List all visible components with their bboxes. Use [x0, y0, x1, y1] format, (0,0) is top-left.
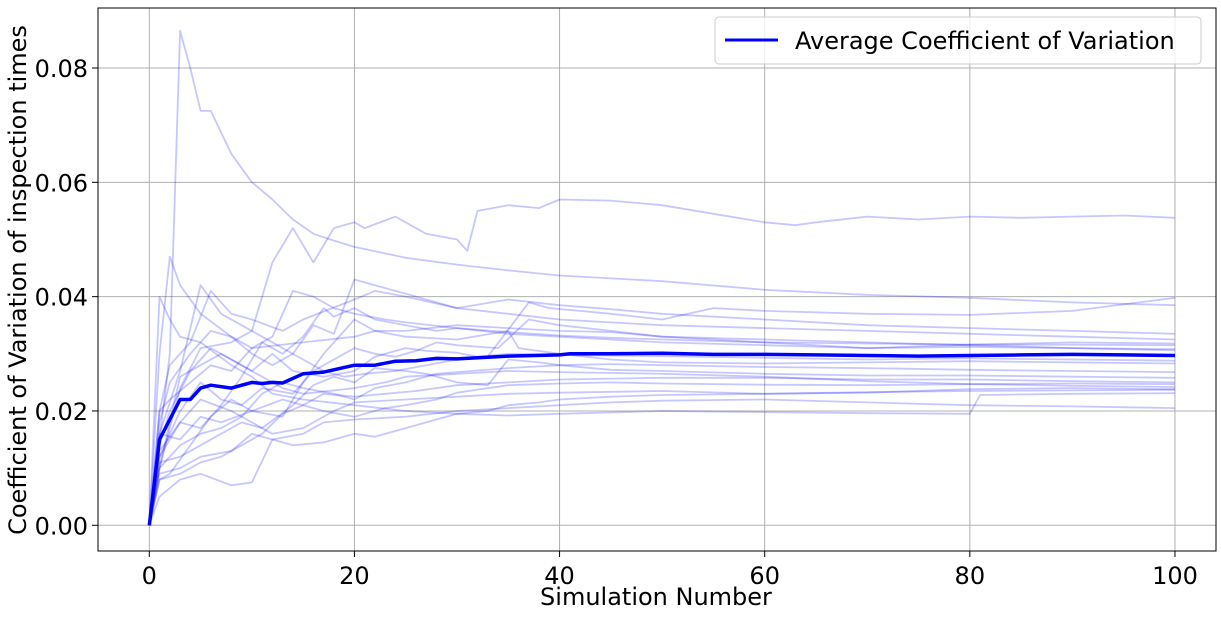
individual-series-line-2	[148, 198, 1176, 526]
y-tick-label: 0.06	[35, 169, 88, 197]
plot-frame	[97, 7, 1217, 552]
individual-series-line-14	[148, 318, 1176, 526]
legend-box	[714, 16, 1202, 65]
y-tick-label: 0.04	[35, 284, 88, 312]
individual-series-line-20	[148, 284, 1176, 526]
x-tick-label: 20	[339, 562, 370, 590]
individual-series-line-11	[148, 358, 1176, 526]
x-tick-label: 40	[544, 562, 575, 590]
individual-series-line-10	[148, 307, 1176, 526]
individual-series-line-5	[148, 398, 1176, 526]
individual-series-line-3	[148, 295, 1176, 526]
y-axis-title: Coefficient of Variation of inspection t…	[4, 25, 32, 535]
x-tick-label: 80	[955, 562, 986, 590]
x-tick-label: 0	[142, 562, 157, 590]
individual-series-line-15	[148, 381, 1176, 526]
axes: 0 20 40 60 80 100 0.00 0.02 0.04 0.06 0.08	[35, 7, 1217, 590]
series-layer	[147, 30, 1176, 526]
grid	[98, 8, 1216, 551]
individual-series-line-1	[148, 30, 1176, 526]
individual-series-line-6	[148, 290, 1176, 526]
individual-series-line-18	[148, 290, 1176, 526]
legend: Average Coefficient of Variation	[714, 16, 1202, 65]
x-tick-label: 100	[1152, 562, 1198, 590]
y-tick-label: 0.02	[35, 398, 88, 426]
y-tick-label: 0.08	[35, 55, 88, 83]
individual-series-line-17	[148, 363, 1176, 526]
individual-series-line-4	[148, 255, 1176, 526]
y-tick-label: 0.00	[35, 512, 88, 540]
individual-series-line-13	[148, 388, 1176, 526]
average-series-line	[147, 351, 1176, 526]
legend-label: Average Coefficient of Variation	[795, 27, 1175, 55]
individual-series-line-8	[148, 318, 1176, 526]
individual-series-line-19	[148, 376, 1176, 526]
x-tick-label: 60	[749, 562, 780, 590]
individual-series-line-9	[148, 352, 1176, 526]
x-axis-title: Simulation Number	[540, 583, 772, 611]
individual-series-line-16	[148, 278, 1176, 526]
individual-series-line-12	[148, 347, 1176, 526]
individual-series-line-7	[148, 387, 1176, 526]
